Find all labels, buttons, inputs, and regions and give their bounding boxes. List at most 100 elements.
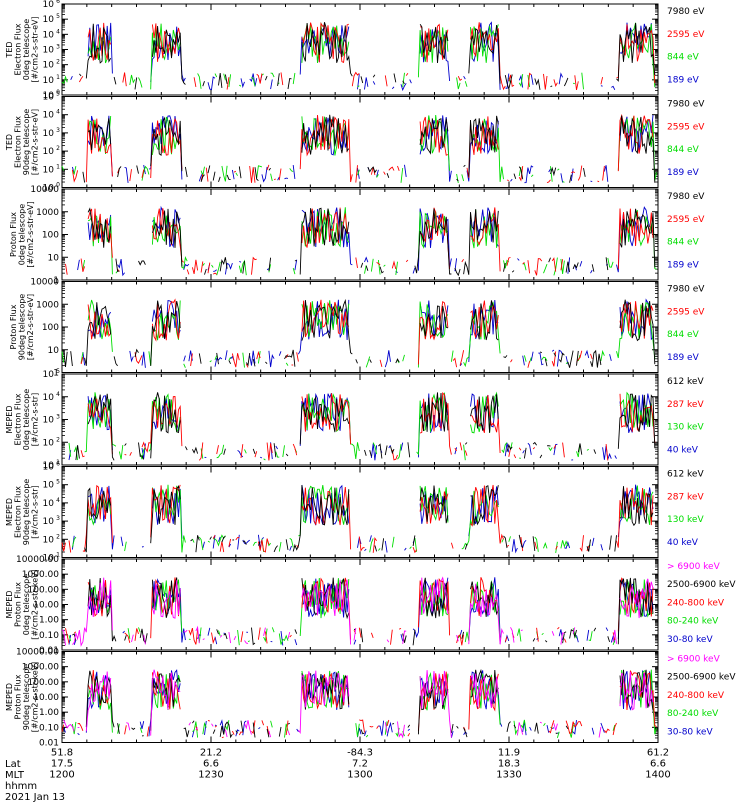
legend-entry: 130 keV [667, 515, 704, 525]
y-tick-label: 10000.00 [16, 555, 59, 565]
x-tick-label-hhmm: 1200 [49, 770, 74, 781]
y-axis-label: Electron Flux [14, 486, 23, 538]
y-axis-label: Proton Flux [14, 582, 23, 627]
y-tick-label: 100 [42, 231, 59, 241]
y-tick-label: 10 [48, 253, 60, 263]
legend-entry: 612 keV [667, 470, 704, 480]
y-axis-label: 90deg telescope [22, 479, 31, 546]
y-tick-label-exp: 3 [56, 414, 60, 421]
legend-entry: 189 eV [667, 260, 700, 270]
x-tick-label-hhmm: 1330 [496, 770, 521, 781]
series-line [79, 22, 656, 91]
series-line [82, 298, 654, 368]
x-tick-label-lat: 11.9 [498, 748, 520, 759]
legend-entry: 2595 eV [667, 215, 705, 225]
x-tick-label-mlt: 17.5 [51, 759, 73, 770]
x-tick-label-lat: -84.3 [347, 748, 373, 759]
y-axis-label: [#/cm2-s-str] [31, 485, 40, 538]
x-tick-label-mlt: 18.3 [498, 759, 520, 770]
y-tick-label: 10 [43, 129, 55, 139]
legend-entry: 130 keV [667, 423, 704, 433]
legend-entry: 7980 eV [667, 192, 705, 202]
x-tick-label-mlt: 7.2 [352, 759, 368, 770]
y-tick-label-exp: 3 [56, 127, 60, 134]
legend-entry: 189 eV [667, 168, 700, 178]
y-tick-label: 10 [43, 61, 55, 71]
legend-entry: 2595 eV [667, 307, 705, 317]
y-tick-label-exp: 5 [56, 13, 60, 20]
y-tick-label: 10000 [30, 185, 59, 195]
y-tick-label: 1.00 [39, 616, 59, 626]
y-tick-label-exp: 5 [56, 91, 60, 98]
y-tick-label: 10 [43, 111, 55, 121]
y-tick-label-exp: 3 [56, 515, 60, 522]
series-line [80, 391, 656, 461]
y-axis-label: MEPED [5, 683, 14, 711]
y-tick-label: 10 [43, 165, 55, 175]
legend-entry: > 6900 keV [667, 655, 721, 665]
legend-entry: 40 keV [667, 538, 699, 548]
series-line [80, 298, 654, 368]
y-axis-label: MEPED [5, 498, 14, 526]
y-tick-label: 0.01 [39, 739, 59, 749]
legend-entry: 7980 eV [667, 100, 705, 110]
y-axis-label: 0deg telescope [22, 389, 31, 450]
x-tick-label-hhmm: 1400 [645, 770, 670, 781]
footer-date: 2021 Jan 13 [5, 792, 65, 803]
legend-entry: 2500-6900 keV [667, 673, 736, 683]
legend-entry: 844 eV [667, 238, 700, 248]
legend-entry: 189 eV [667, 353, 700, 363]
y-tick-label-exp: 1 [56, 459, 60, 466]
y-tick-label-exp: 2 [56, 59, 60, 66]
y-tick-label: 10 [43, 46, 55, 56]
y-tick-label: 10000.00 [16, 648, 59, 658]
y-tick-label-exp: 5 [56, 479, 60, 486]
y-tick-label: 1000 [36, 208, 59, 218]
legend-entry: 287 keV [667, 400, 704, 410]
y-axis-label: 90deg telescope [22, 664, 31, 731]
y-tick-label-exp: 4 [56, 109, 60, 116]
y-tick-label-exp: 2 [56, 145, 60, 152]
x-tick-label-hhmm: 1300 [347, 770, 372, 781]
y-axis-label: 90deg telescope [18, 294, 27, 361]
series-line [61, 484, 654, 554]
y-tick-label: 1000.00 [22, 663, 59, 673]
x-tick-label-lat: 61.2 [647, 748, 669, 759]
series-line [79, 22, 656, 91]
y-tick-label: 10 [43, 0, 55, 10]
y-tick-label: 1 [53, 276, 59, 286]
y-tick-label: 10000 [30, 278, 59, 288]
footer-labels: Lat MLT hhmm 2021 Jan 13 [5, 759, 65, 803]
legend-entry: 2595 eV [667, 30, 705, 40]
y-axis-label: 90deg telescope [22, 109, 31, 176]
series-line [68, 391, 654, 461]
y-tick-label-exp: 0 [56, 89, 60, 96]
y-tick-label-exp: 1 [56, 552, 60, 559]
y-axis-label: Proton Flux [14, 674, 23, 719]
y-tick-label-exp: 1 [56, 163, 60, 170]
y-axis-label: MEPED [5, 406, 14, 434]
y-tick-label-exp: 5 [56, 368, 60, 375]
y-tick-label: 0.10 [39, 723, 59, 733]
y-tick-label-exp: 6 [56, 461, 60, 468]
y-tick-label: 0.10 [39, 631, 59, 641]
legend-entry: 80-240 keV [667, 617, 719, 627]
x-tick-label-mlt: 6.6 [203, 759, 219, 770]
legend-entry: 844 eV [667, 330, 700, 340]
legend-entry: 80-240 keV [667, 709, 719, 719]
legend-entry: 2500-6900 keV [667, 580, 736, 590]
legend-entry: 844 eV [667, 53, 700, 63]
y-axis-label: MEPED [5, 591, 14, 619]
legend-entry: 240-800 keV [667, 598, 725, 608]
footer-lat-label: Lat [5, 759, 21, 770]
y-tick-label: 100 [42, 323, 59, 333]
y-tick-label: 10 [43, 554, 55, 564]
x-tick-label-hhmm: 1230 [198, 770, 223, 781]
x-tick-label-lat: 51.8 [51, 748, 73, 759]
legend-entry: 2595 eV [667, 122, 705, 132]
y-tick-label-exp: 4 [56, 497, 60, 504]
y-tick-label: 10 [43, 438, 55, 448]
y-axis-label: Proton Flux [9, 304, 18, 349]
y-axis-label: 0deg telescope [18, 204, 27, 265]
legend-entry: 189 eV [667, 75, 700, 85]
